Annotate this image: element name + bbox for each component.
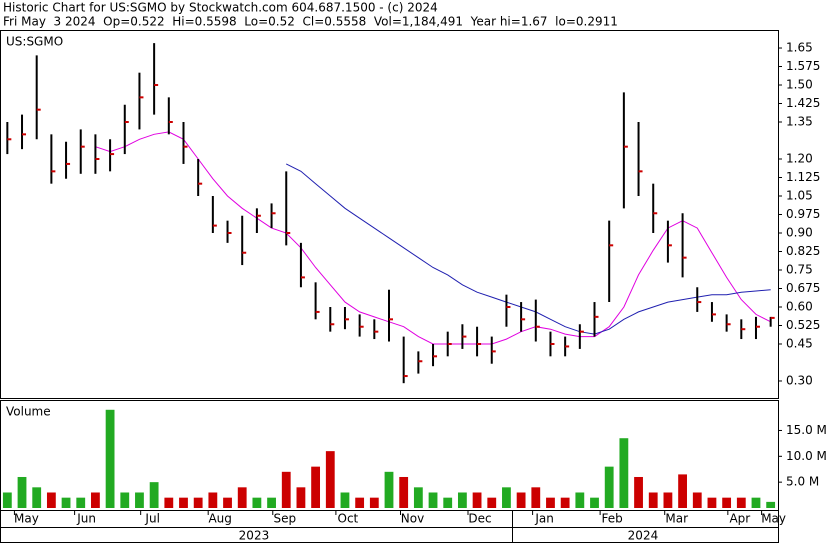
volume-bar <box>648 492 658 508</box>
x-tick-label: Aug <box>208 512 231 526</box>
volume-bar <box>179 497 188 508</box>
volume-bar <box>546 497 555 508</box>
x-tick-label: Jul <box>144 512 159 526</box>
volume-bar <box>590 497 599 508</box>
volume-bar <box>135 492 144 508</box>
volume-bar <box>560 497 570 508</box>
volume-bar <box>340 492 350 508</box>
volume-bar <box>237 487 247 508</box>
volume-bar <box>457 492 467 508</box>
y-tick-label: 0.975 <box>786 207 820 221</box>
x-tick-label: Apr <box>729 512 750 526</box>
volume-bar <box>17 476 27 508</box>
y-tick-label: 0.90 <box>786 225 813 239</box>
volume-bar <box>355 497 365 508</box>
y-tick-label: 0.825 <box>786 244 820 258</box>
volume-bar <box>267 497 276 508</box>
volume-bar <box>105 409 115 508</box>
volume-bar <box>722 497 732 508</box>
x-tick-label: Jan <box>534 512 554 526</box>
volume-bar <box>76 497 86 508</box>
volume-bar <box>575 492 585 508</box>
volume-bar <box>61 497 71 508</box>
volume-bar <box>325 451 335 508</box>
y-tick-label: 0.675 <box>786 281 820 295</box>
volume-label: Volume <box>6 405 51 419</box>
volume-bar <box>384 471 394 508</box>
volume-bar <box>46 492 56 508</box>
y-tick-label: 0.30 <box>786 373 813 387</box>
volume-bar <box>91 492 100 508</box>
x-tick-label: Mar <box>665 512 688 526</box>
volume-bar <box>678 474 687 508</box>
y-tick-label: 0.45 <box>786 336 813 350</box>
volume-bar <box>766 501 776 508</box>
volume-bar <box>296 487 306 508</box>
volume-bar <box>502 487 511 508</box>
volume-bar <box>428 492 438 508</box>
symbol-label: US:SGMO <box>6 35 63 49</box>
volume-bar <box>2 492 12 508</box>
y-tick-label: 1.425 <box>786 96 820 110</box>
x-tick-label: Nov <box>401 512 424 526</box>
y-tick-label: 10.0 M <box>786 449 827 463</box>
x-tick-label: Dec <box>468 512 491 526</box>
y-tick-label: 5.0 M <box>786 475 819 489</box>
y-tick-label: 1.65 <box>786 41 813 55</box>
header-info: Fri May 3 2024 Op=0.522 Hi=0.5598 Lo=0.5… <box>3 15 618 29</box>
y-tick-label: 1.50 <box>786 78 813 92</box>
volume-bar <box>413 487 423 508</box>
volume-bar <box>516 492 526 508</box>
volume-bar <box>252 497 262 508</box>
x-tick-label: Jun <box>76 512 96 526</box>
volume-bar <box>193 497 203 508</box>
volume-bar <box>663 492 673 508</box>
volume-bar <box>736 497 746 508</box>
volume-bar <box>751 497 761 508</box>
y-tick-label: 1.35 <box>786 115 813 129</box>
y-tick-label: 1.05 <box>786 189 813 203</box>
volume-bar <box>32 487 42 508</box>
y-tick-label: 0.60 <box>786 299 813 313</box>
moving-average <box>285 163 771 335</box>
volume-bar <box>692 492 702 508</box>
y-tick-label: 0.525 <box>786 318 820 332</box>
volume-bar <box>707 497 717 508</box>
volume-bar <box>604 466 614 508</box>
header-title: Historic Chart for US:SGMO by Stockwatch… <box>3 1 438 15</box>
volume-bar <box>223 497 232 508</box>
year-label: 2023 <box>239 529 270 543</box>
x-tick-label: May <box>14 512 39 526</box>
x-tick-label: Oct <box>338 512 359 526</box>
x-tick-label: Feb <box>601 512 622 526</box>
volume-bar <box>619 438 629 508</box>
y-tick-label: 15.0 M <box>786 423 827 437</box>
volume-bar <box>369 497 379 508</box>
y-tick-label: 1.125 <box>786 170 820 184</box>
volume-bar <box>634 476 643 508</box>
volume-bar <box>311 466 321 508</box>
x-tick-label: May <box>761 512 786 526</box>
x-tick-label: Sep <box>273 512 296 526</box>
volume-bar <box>472 492 482 508</box>
volume-bar <box>208 492 218 508</box>
y-tick-label: 1.575 <box>786 59 820 73</box>
volume-bar <box>531 487 541 508</box>
volume-bar <box>487 497 497 508</box>
y-tick-label: 1.20 <box>786 152 813 166</box>
volume-bar <box>149 482 159 508</box>
year-label: 2024 <box>628 529 659 543</box>
volume-bar <box>443 497 453 508</box>
volume-bar <box>120 492 130 508</box>
volume-bar <box>399 476 409 508</box>
y-tick-label: 0.75 <box>786 262 813 276</box>
volume-bar <box>164 497 174 508</box>
volume-bar <box>281 471 291 508</box>
